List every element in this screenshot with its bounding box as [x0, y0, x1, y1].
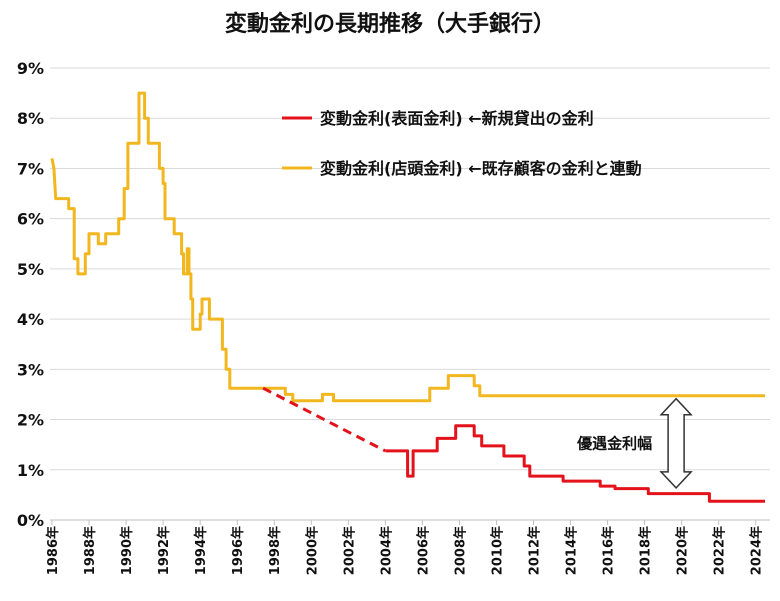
y-tick-label: 8%	[17, 109, 44, 128]
x-tick-label: 2018年	[638, 526, 654, 575]
y-tick-label: 0%	[17, 511, 44, 530]
double-arrow	[659, 397, 693, 489]
grid	[50, 67, 770, 521]
x-tick-label: 1996年	[230, 526, 246, 575]
x-tick-label: 1990年	[119, 526, 135, 575]
x-tick-label: 1998年	[267, 526, 283, 575]
x-tick-label: 2014年	[564, 526, 580, 575]
y-tick-label: 4%	[17, 310, 44, 329]
x-tick-label: 2022年	[712, 526, 728, 575]
y-tick-label: 9%	[17, 59, 44, 78]
y-tick-label: 5%	[17, 260, 44, 279]
legend: 変動金利(表面金利) ←新規貸出の金利 変動金利(店頭金利) ←既存顧客の金利と…	[282, 109, 642, 178]
y-tick-label: 7%	[17, 159, 44, 178]
series-lines	[50, 91, 765, 503]
x-tick-label: 2020年	[675, 526, 691, 575]
y-axis-ticks: 0% 1% 2% 3% 4% 5% 6% 7% 8% 9%	[17, 59, 44, 530]
x-tick-label: 2010年	[489, 526, 505, 575]
x-tick-label: 2024年	[749, 526, 765, 575]
x-tick-label: 2008年	[452, 526, 468, 575]
x-tick-label: 1994年	[193, 526, 209, 575]
x-tick-label: 2000年	[304, 526, 320, 575]
annotation-label: 優遇金利幅	[576, 434, 652, 452]
series-line-surface	[385, 424, 765, 503]
x-tick-label: 2004年	[378, 526, 394, 575]
series-dashed-segment	[262, 386, 387, 453]
y-tick-label: 2%	[17, 411, 44, 430]
legend-label-red: 変動金利(表面金利) ←新規貸出の金利	[320, 109, 594, 128]
x-tick-label: 2012年	[527, 526, 543, 575]
x-tick-label: 2002年	[341, 526, 357, 575]
y-tick-label: 3%	[17, 360, 44, 379]
x-tick-label: 1988年	[82, 526, 98, 575]
x-tick-label: 1986年	[45, 526, 61, 575]
y-tick-label: 1%	[17, 461, 44, 480]
y-tick-label: 6%	[17, 210, 44, 229]
legend-label-yellow: 変動金利(店頭金利) ←既存顧客の金利と連動	[320, 159, 642, 178]
chart-title: 変動金利の長期推移（大手銀行）	[225, 11, 555, 37]
x-tick-label: 2006年	[415, 526, 431, 575]
x-tick-label: 1992年	[156, 526, 172, 575]
annotation-group: 優遇金利幅	[576, 397, 693, 489]
x-tick-label: 2016年	[601, 526, 617, 575]
series-line-storefront	[50, 91, 765, 403]
x-axis-ticks: 1986年 1988年 1990年 1992年 1994年 1996年 1998年 2000年…	[45, 520, 765, 575]
